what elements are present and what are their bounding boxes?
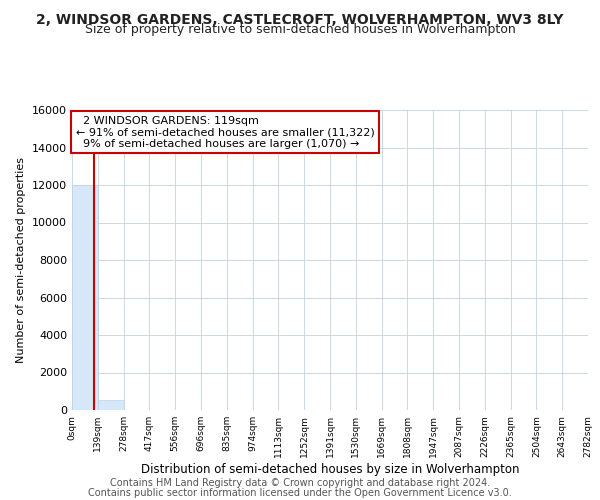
Text: Contains public sector information licensed under the Open Government Licence v3: Contains public sector information licen…: [88, 488, 512, 498]
Text: Size of property relative to semi-detached houses in Wolverhampton: Size of property relative to semi-detach…: [85, 24, 515, 36]
Bar: [72, 185, 98, 410]
Y-axis label: Number of semi-detached properties: Number of semi-detached properties: [16, 157, 26, 363]
Text: 2, WINDSOR GARDENS, CASTLECROFT, WOLVERHAMPTON, WV3 8LY: 2, WINDSOR GARDENS, CASTLECROFT, WOLVERH…: [36, 12, 564, 26]
Text: 2 WINDSOR GARDENS: 119sqm
← 91% of semi-detached houses are smaller (11,322)
  9: 2 WINDSOR GARDENS: 119sqm ← 91% of semi-…: [76, 116, 374, 149]
X-axis label: Distribution of semi-detached houses by size in Wolverhampton: Distribution of semi-detached houses by …: [141, 462, 519, 475]
Bar: [98, 400, 124, 410]
Text: Contains HM Land Registry data © Crown copyright and database right 2024.: Contains HM Land Registry data © Crown c…: [110, 478, 490, 488]
